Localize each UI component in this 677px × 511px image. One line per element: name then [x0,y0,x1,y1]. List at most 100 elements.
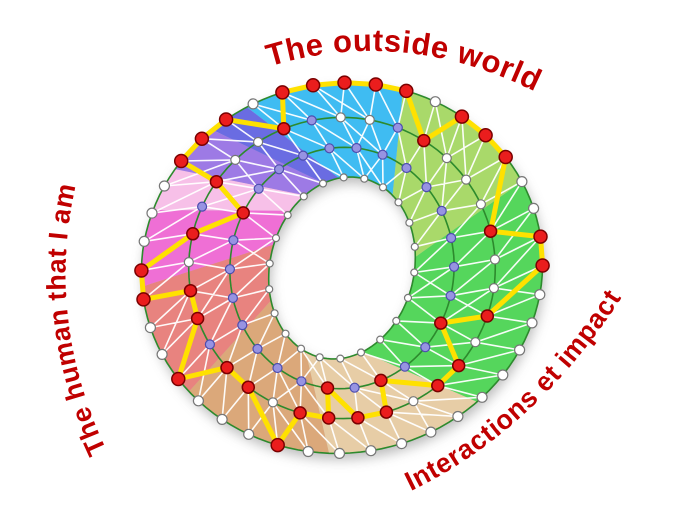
node[interactable] [513,344,526,356]
node[interactable] [410,242,419,251]
selected-node[interactable] [454,109,470,124]
selected-node[interactable] [241,380,256,394]
node[interactable] [360,174,369,183]
node[interactable] [392,316,401,325]
node[interactable] [318,179,328,188]
node[interactable] [394,198,403,207]
selected-node[interactable] [194,131,210,146]
node[interactable] [272,362,283,374]
node[interactable] [526,317,538,329]
node[interactable] [356,348,366,357]
node[interactable] [230,154,241,165]
node[interactable] [408,396,419,407]
node[interactable] [228,235,239,246]
node[interactable] [271,234,281,243]
node[interactable] [144,322,156,334]
node[interactable] [298,150,309,161]
node[interactable] [396,438,408,450]
selected-node[interactable] [305,78,321,93]
node[interactable] [527,202,540,214]
node[interactable] [227,292,238,304]
node[interactable] [534,289,546,301]
selected-node[interactable] [270,437,285,453]
node[interactable] [302,445,314,458]
node[interactable] [488,283,499,294]
node[interactable] [156,348,168,360]
selected-node[interactable] [337,75,352,90]
selected-node[interactable] [478,127,493,143]
node[interactable] [461,174,472,185]
node[interactable] [138,235,150,247]
selected-node[interactable] [379,405,394,419]
node[interactable] [365,445,377,457]
node[interactable] [158,180,170,192]
node[interactable] [216,413,228,425]
selected-node[interactable] [190,311,205,326]
node[interactable] [349,382,360,393]
node[interactable] [516,176,528,188]
node[interactable] [336,354,345,363]
node[interactable] [243,428,255,440]
selected-node[interactable] [236,206,250,220]
selected-node[interactable] [434,316,448,330]
node[interactable] [452,410,464,423]
selected-node[interactable] [451,358,466,373]
sector-light-green[interactable] [392,90,522,257]
node[interactable] [476,391,488,403]
selected-node[interactable] [209,174,224,189]
node[interactable] [306,115,317,126]
node[interactable] [392,122,403,133]
node[interactable] [441,153,452,164]
selected-node[interactable] [483,224,498,238]
selected-node[interactable] [183,283,198,298]
sector-salmon[interactable] [141,244,274,392]
node[interactable] [197,201,208,212]
node[interactable] [296,376,307,387]
selected-node[interactable] [399,83,414,99]
selected-node[interactable] [321,411,336,425]
selected-node[interactable] [186,227,200,241]
selected-node[interactable] [480,309,495,323]
node[interactable] [267,397,278,408]
node[interactable] [475,199,486,210]
node[interactable] [364,114,375,126]
selected-node[interactable] [293,406,307,420]
selected-node[interactable] [320,381,335,395]
selected-node[interactable] [498,149,513,165]
node[interactable] [405,218,414,227]
sector-indigo[interactable] [212,107,339,184]
node[interactable] [378,183,388,192]
selected-node[interactable] [136,292,151,307]
selected-node[interactable] [171,371,186,387]
node[interactable] [470,337,481,348]
node[interactable] [401,162,412,174]
node[interactable] [410,268,419,277]
selected-node[interactable] [275,85,290,100]
selected-node[interactable] [374,373,388,388]
node[interactable] [399,361,410,372]
node[interactable] [333,447,346,459]
node[interactable] [247,98,259,110]
node[interactable] [489,254,501,265]
node[interactable] [299,192,308,201]
node[interactable] [445,290,456,301]
node[interactable] [283,211,292,220]
selected-node[interactable] [218,112,234,127]
node[interactable] [315,353,324,362]
node[interactable] [449,261,460,272]
node[interactable] [253,183,264,194]
node[interactable] [296,344,306,353]
selected-node[interactable] [535,258,550,273]
node[interactable] [420,342,431,353]
selected-node[interactable] [220,360,234,375]
node[interactable] [204,339,215,350]
node[interactable] [446,232,457,244]
node[interactable] [265,259,274,268]
node[interactable] [224,264,235,275]
node[interactable] [429,96,441,108]
node[interactable] [376,335,385,344]
selected-node[interactable] [431,378,445,393]
selected-node[interactable] [173,153,189,169]
node[interactable] [274,164,285,175]
selected-node[interactable] [417,133,431,148]
